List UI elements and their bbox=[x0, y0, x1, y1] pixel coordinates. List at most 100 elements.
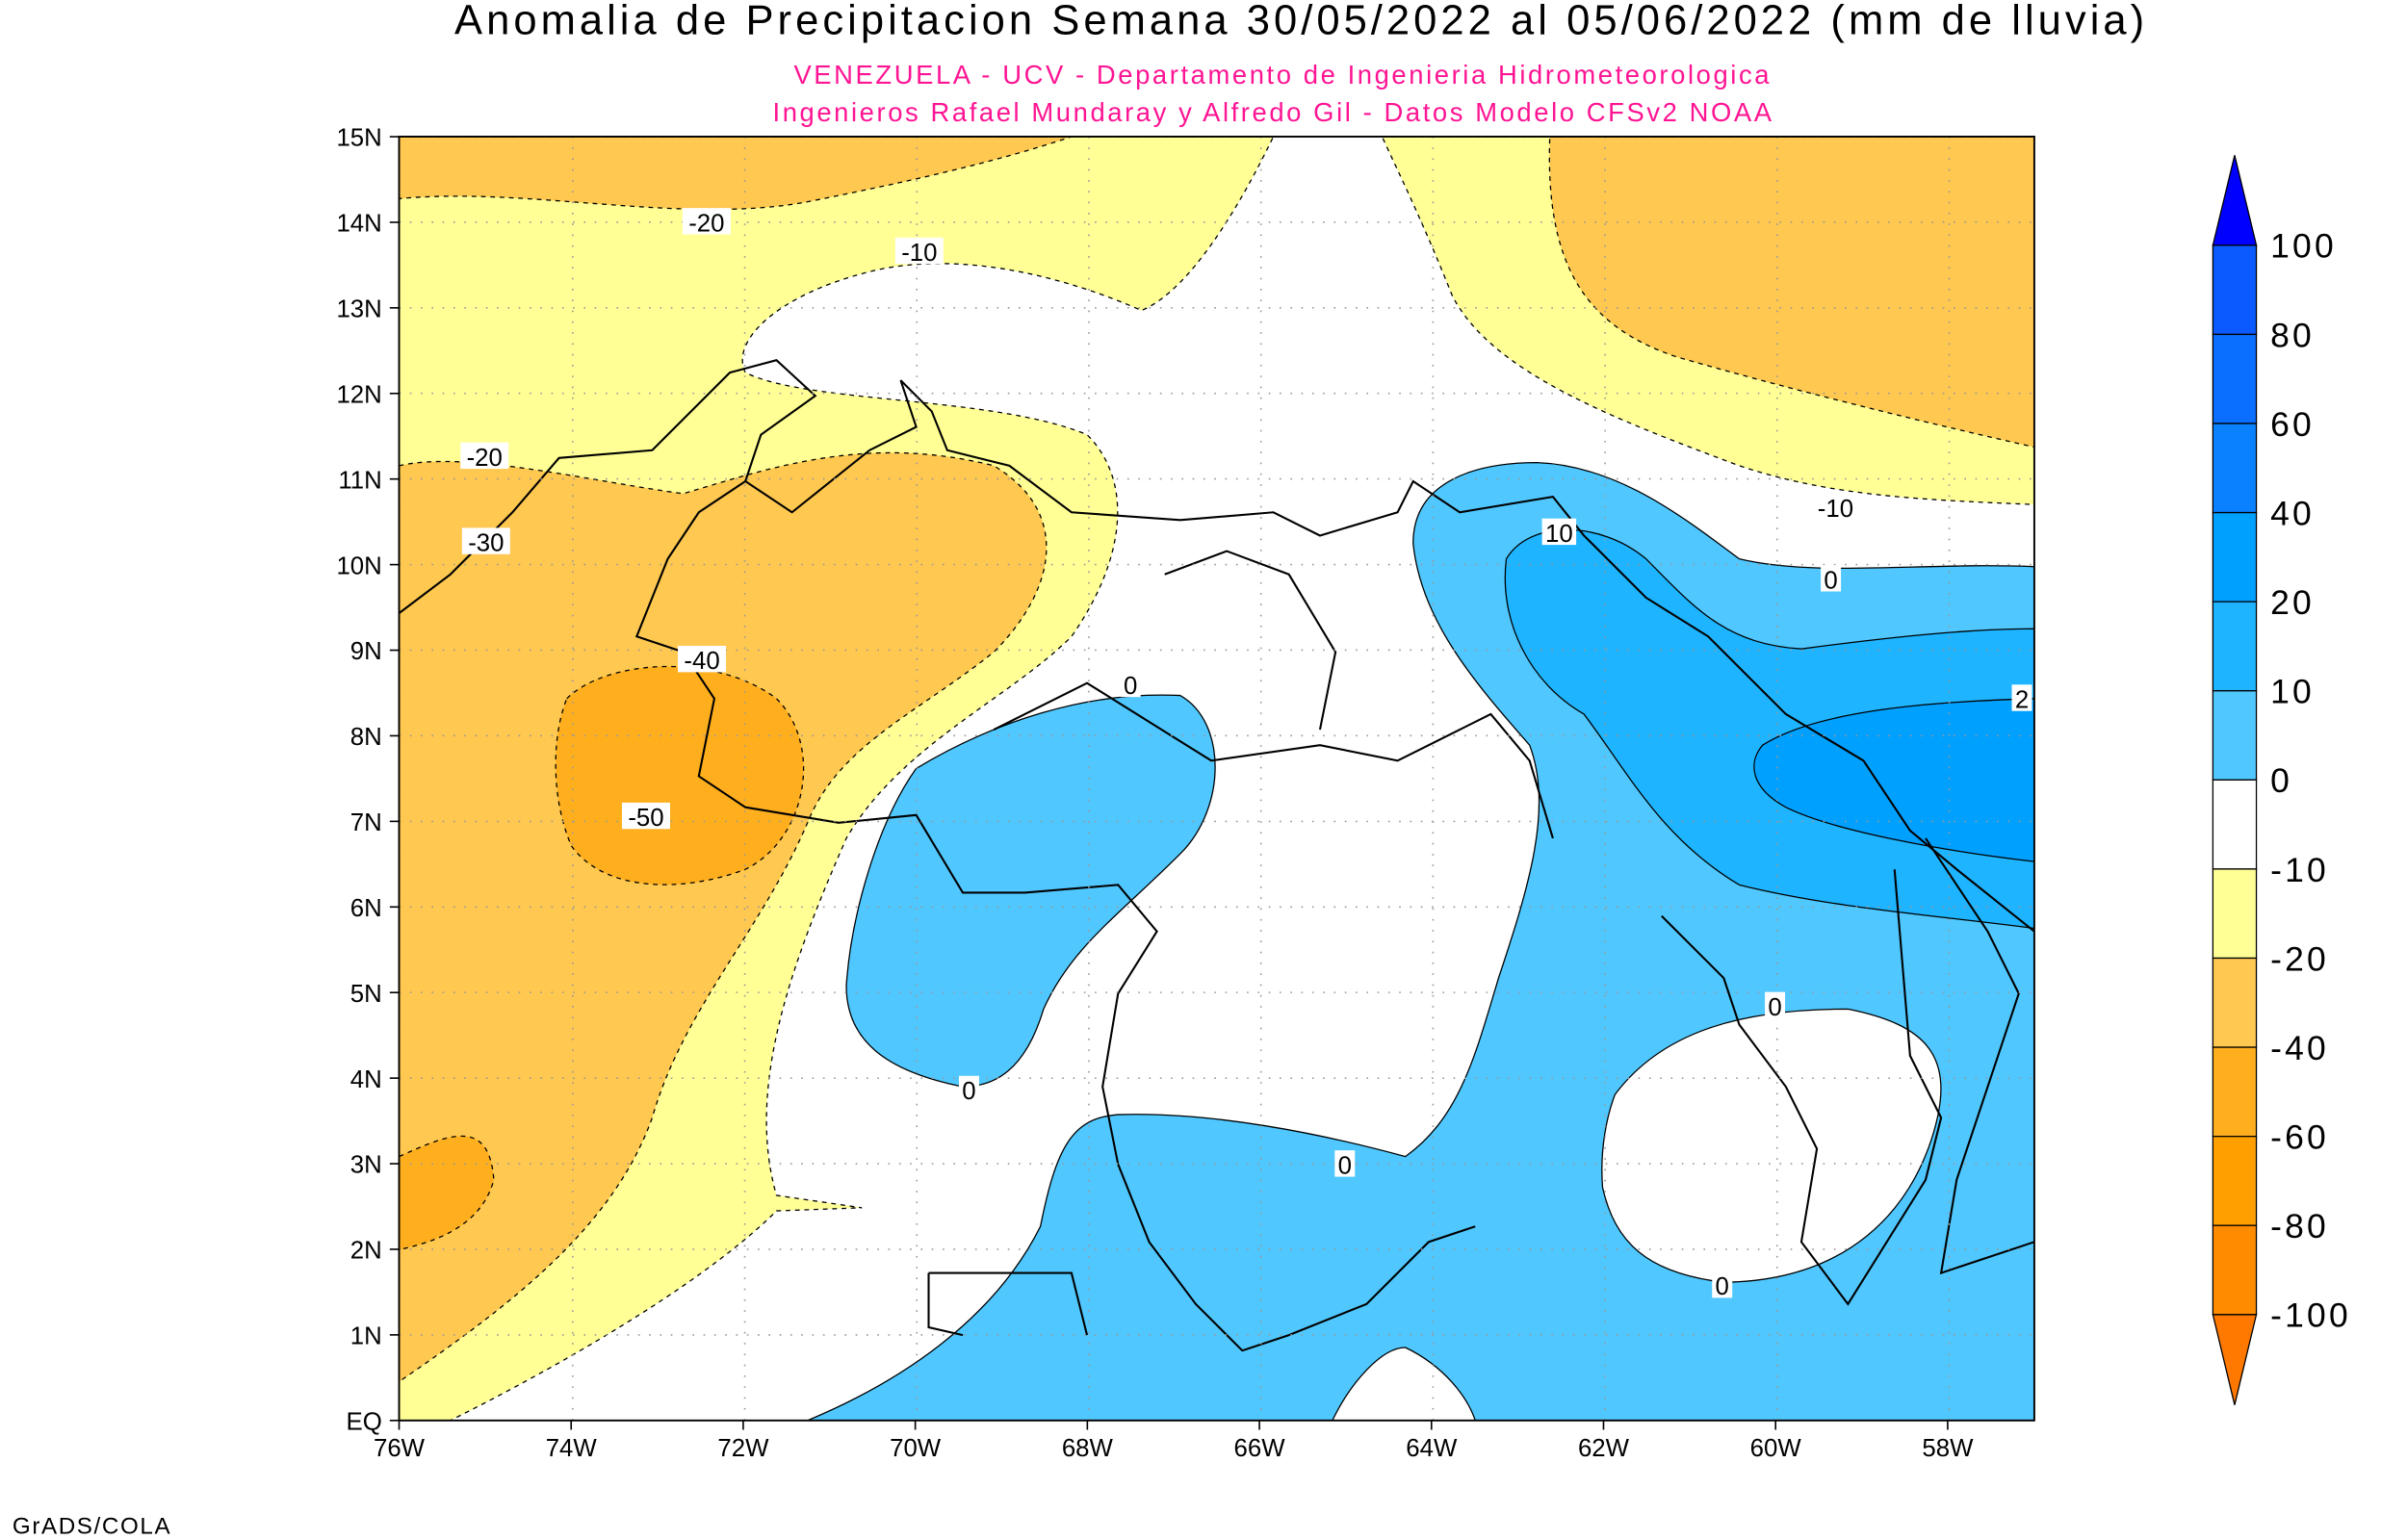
lon-label: 58W bbox=[1922, 1435, 1974, 1462]
contour-label-bg bbox=[958, 1075, 979, 1103]
contour-label: 0 bbox=[1716, 1273, 1729, 1300]
graticule bbox=[399, 136, 2034, 1421]
colorbar-swatch bbox=[2212, 244, 2258, 336]
lat-label: 8N bbox=[350, 724, 382, 751]
fill-minus40-core bbox=[555, 665, 805, 886]
lat-label: 1N bbox=[350, 1323, 382, 1350]
colorbar-label: 0 bbox=[2270, 761, 2292, 800]
lat-label: 11N bbox=[338, 467, 381, 494]
contour-label: -10 bbox=[1818, 496, 1853, 523]
longitude-labels: 76W 74W 72W 70W 68W 66W 64W 62W 60W 58W bbox=[374, 1420, 1974, 1462]
coastlines-and-borders bbox=[399, 359, 2034, 1352]
colorbar-bottom-arrow bbox=[2212, 1314, 2258, 1405]
contour-label: 10 bbox=[1545, 521, 1573, 548]
contour-label-bg bbox=[894, 237, 944, 265]
lon-label: 74W bbox=[546, 1435, 598, 1462]
lat-label: 10N bbox=[336, 552, 381, 579]
contour-label: -20 bbox=[467, 445, 503, 472]
contour-label: 0 bbox=[1768, 994, 1781, 1021]
contour-label-bg bbox=[1541, 518, 1577, 546]
contour-label-bg bbox=[461, 527, 510, 554]
colorbar-label: -10 bbox=[2270, 851, 2329, 889]
colorbar-swatch bbox=[2212, 333, 2258, 424]
colorbar-label: 40 bbox=[2270, 494, 2315, 532]
colorbar-label: -80 bbox=[2270, 1207, 2329, 1245]
lon-label: 66W bbox=[1234, 1435, 1286, 1462]
fill-minus40-southwest bbox=[399, 1135, 495, 1251]
contour-fields bbox=[399, 136, 2034, 1421]
lon-label: 60W bbox=[1750, 1435, 1802, 1462]
lat-label: 13N bbox=[336, 296, 381, 323]
colorbar-label: -60 bbox=[2270, 1118, 2329, 1157]
lon-label: 62W bbox=[1578, 1435, 1630, 1462]
contour-label: -20 bbox=[688, 210, 724, 237]
subtitle-institution: VENEZUELA - UCV - Departamento de Ingeni… bbox=[793, 60, 1772, 90]
colorbar-label: -20 bbox=[2270, 939, 2329, 978]
lon-label: 76W bbox=[374, 1435, 426, 1462]
contour-label: -40 bbox=[684, 648, 719, 675]
colorbar-swatch bbox=[2212, 423, 2258, 514]
fill-minus20-northeast bbox=[1548, 136, 2034, 449]
contour-labels: -20 -10 -20 -30 -40 -50 0 0 0 10 0 -10 0 0 2 bbox=[460, 208, 2032, 1300]
contour-label-bg bbox=[678, 645, 727, 673]
lon-label: 68W bbox=[1062, 1435, 1114, 1462]
contour-label: 0 bbox=[1124, 673, 1137, 700]
contour-label-bg bbox=[460, 442, 509, 470]
lat-label: 4N bbox=[350, 1066, 382, 1093]
map-frame bbox=[398, 135, 2035, 1422]
contour-label-bg bbox=[621, 802, 670, 830]
subtitle-authors: Ingenieros Rafael Mundaray y Alfredo Gil… bbox=[773, 97, 1774, 127]
fill-minus20-west bbox=[399, 451, 1048, 1383]
colorbar-swatch bbox=[2212, 690, 2258, 781]
colorbar-swatch bbox=[2212, 1046, 2258, 1138]
lat-label: 7N bbox=[350, 809, 382, 836]
colorbar-swatch bbox=[2212, 957, 2258, 1048]
fill-minus20-north bbox=[399, 136, 1073, 211]
colorbar-swatch bbox=[2212, 601, 2258, 692]
contour-label-bg bbox=[1765, 991, 1786, 1019]
contour-label-bg bbox=[1120, 670, 1141, 698]
colorbar-label: -100 bbox=[2270, 1296, 2351, 1335]
lat-label: 5N bbox=[350, 981, 382, 1008]
colorbar-swatch bbox=[2212, 1136, 2258, 1226]
lat-label: 2N bbox=[350, 1238, 382, 1265]
contour-label: 0 bbox=[1338, 1152, 1352, 1179]
lon-label: 72W bbox=[717, 1435, 769, 1462]
colorbar-label: 20 bbox=[2270, 583, 2315, 622]
colorbar-label: 10 bbox=[2270, 673, 2315, 711]
lat-label: 15N bbox=[336, 125, 381, 152]
colorbar-swatch bbox=[2212, 1224, 2258, 1316]
contour-label-bg bbox=[1334, 1150, 1356, 1177]
lon-label: 64W bbox=[1406, 1435, 1458, 1462]
contour-label-bg bbox=[682, 208, 731, 235]
colorbar-swatch bbox=[2212, 779, 2258, 870]
contour-label: 0 bbox=[962, 1078, 975, 1105]
colorbar-swatch bbox=[2212, 511, 2258, 603]
lat-label: 3N bbox=[350, 1152, 382, 1179]
lon-label: 70W bbox=[890, 1435, 942, 1462]
colorbar-top-arrow bbox=[2212, 155, 2258, 246]
lat-label: 14N bbox=[336, 211, 381, 238]
colorbar-label: 80 bbox=[2270, 316, 2315, 354]
contour-label: -50 bbox=[628, 805, 663, 832]
lat-label: EQ bbox=[346, 1408, 381, 1435]
colorbar-swatch bbox=[2212, 868, 2258, 960]
contour-label: 2 bbox=[2015, 686, 2029, 713]
contour-label: 0 bbox=[1824, 567, 1837, 594]
colorbar-label: 60 bbox=[2270, 405, 2315, 444]
lat-label: 6N bbox=[350, 895, 382, 922]
grads-credit: GrADS/COLA bbox=[13, 1514, 171, 1540]
map-title: Anomalia de Precipitacion Semana 30/05/2… bbox=[454, 0, 2148, 43]
latitude-labels: EQ 1N 2N 3N 4N 5N 6N 7N 8N 9N 10N 11N 12N 13N 14N 15N bbox=[336, 125, 400, 1435]
contour-label-bg bbox=[1811, 493, 1860, 521]
lat-label: 9N bbox=[350, 638, 382, 665]
contour-label: -30 bbox=[468, 530, 504, 557]
contour-label-bg bbox=[1712, 1270, 1733, 1298]
contour-label-bg bbox=[1821, 565, 1842, 592]
contour-label-bg bbox=[2011, 684, 2032, 711]
colorbar-label: 100 bbox=[2270, 227, 2337, 266]
fill-zero-west-blob bbox=[845, 694, 1216, 1088]
